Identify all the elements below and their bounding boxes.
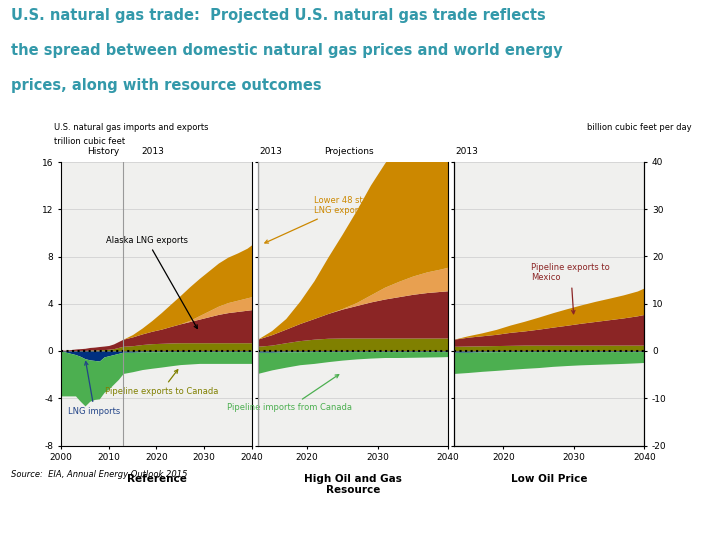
Text: the spread between domestic natural gas prices and world energy: the spread between domestic natural gas …: [11, 43, 562, 58]
Text: 2013: 2013: [259, 147, 282, 157]
Text: Alaska LNG exports: Alaska LNG exports: [106, 235, 197, 328]
Text: prices, along with resource outcomes: prices, along with resource outcomes: [11, 78, 321, 93]
Text: U.S. natural gas imports and exports: U.S. natural gas imports and exports: [54, 123, 209, 132]
Text: Projections: Projections: [324, 147, 374, 157]
Text: Source:  EIA, Annual Energy Outlook 2015: Source: EIA, Annual Energy Outlook 2015: [11, 470, 187, 479]
Text: New York Energy Forum | Oil and gas outlook: New York Energy Forum | Oil and gas outl…: [90, 505, 294, 515]
Text: 14: 14: [681, 510, 702, 524]
Text: History: History: [87, 147, 120, 157]
Text: Pipeline imports from Canada: Pipeline imports from Canada: [227, 375, 352, 413]
Text: Reference: Reference: [127, 474, 186, 484]
Text: eia: eia: [29, 504, 54, 518]
Text: High Oil and Gas
Resource: High Oil and Gas Resource: [304, 474, 402, 496]
Text: 2013: 2013: [141, 147, 164, 157]
Text: October 15, 2015: October 15, 2015: [90, 524, 169, 533]
Text: billion cubic feet per day: billion cubic feet per day: [587, 123, 691, 132]
Text: Low Oil Price: Low Oil Price: [511, 474, 588, 484]
Text: LNG imports: LNG imports: [68, 362, 121, 416]
Text: U.S. natural gas trade:  Projected U.S. natural gas trade reflects: U.S. natural gas trade: Projected U.S. n…: [11, 8, 546, 23]
Text: Pipeline exports to Canada: Pipeline exports to Canada: [104, 370, 218, 396]
Text: Pipeline exports to
Mexico: Pipeline exports to Mexico: [531, 263, 611, 314]
Text: trillion cubic feet: trillion cubic feet: [54, 137, 125, 146]
Text: 2013: 2013: [456, 147, 479, 156]
Text: Lower 48 states
LNG exports: Lower 48 states LNG exports: [265, 196, 381, 243]
